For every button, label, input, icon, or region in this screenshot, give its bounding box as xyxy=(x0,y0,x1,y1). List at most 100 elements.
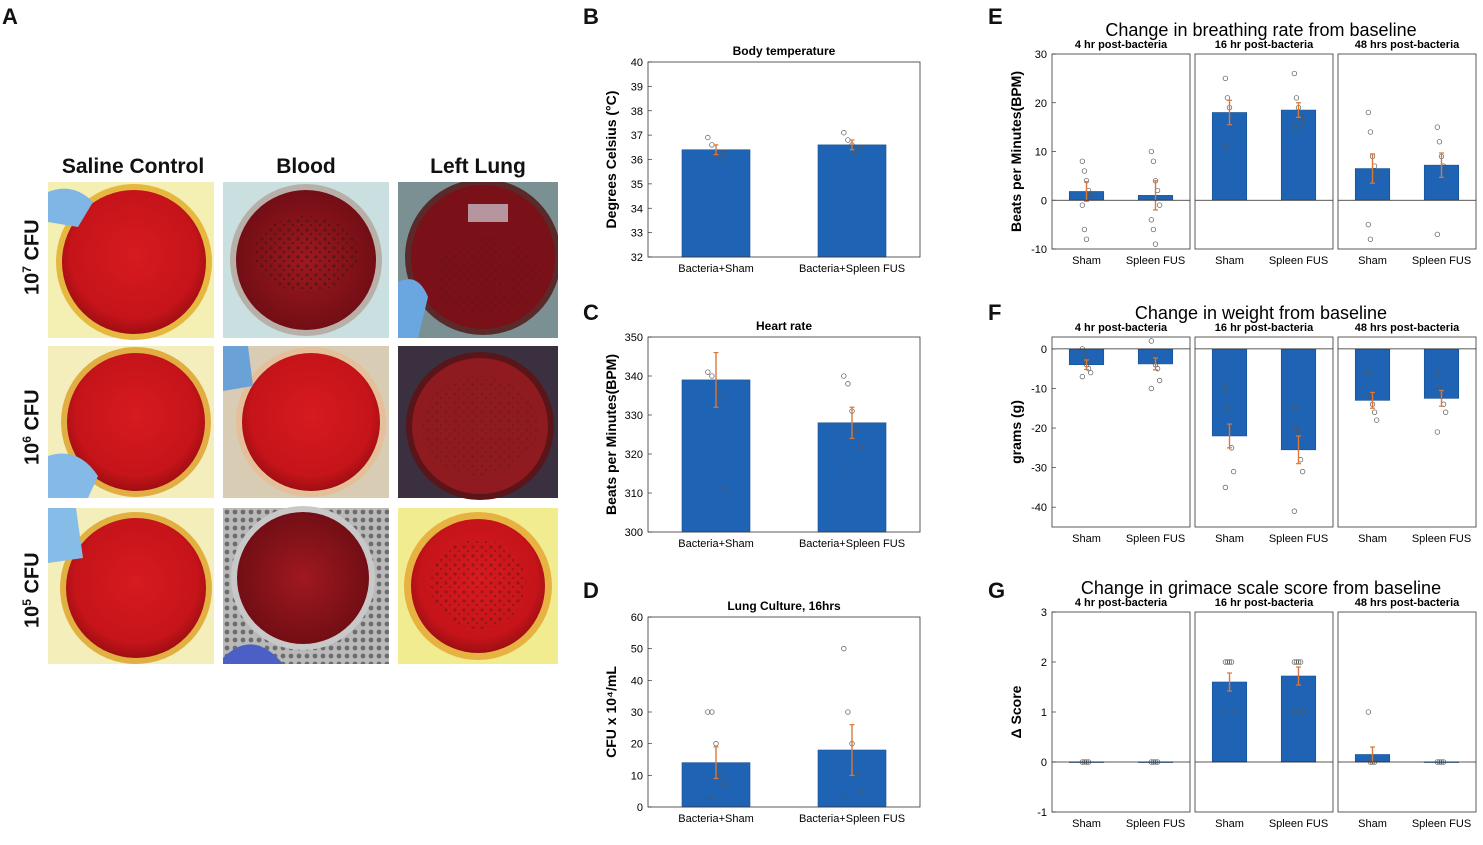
data-point xyxy=(1081,354,1088,360)
data-point xyxy=(841,373,847,379)
chart-grimace: Change in grimace scale score from basel… xyxy=(1008,578,1477,830)
y-tick-label: 50 xyxy=(631,644,643,656)
data-point xyxy=(721,782,727,788)
data-point xyxy=(1291,659,1298,665)
y-tick-label: 300 xyxy=(625,527,643,539)
data-point xyxy=(1230,124,1237,130)
data-point xyxy=(717,772,723,778)
x-tick-label: Sham xyxy=(1358,818,1387,830)
y-tick-label: -20 xyxy=(1031,423,1047,435)
data-point xyxy=(841,130,847,136)
data-point xyxy=(713,741,719,747)
data-point xyxy=(709,373,715,379)
y-tick-label: 34 xyxy=(631,203,643,215)
plate-grid xyxy=(48,182,558,664)
data-point xyxy=(1152,241,1159,247)
plate-blood-10-5 xyxy=(223,506,389,664)
x-tick-label: Sham xyxy=(1072,818,1101,830)
y-tick-label: 40 xyxy=(631,675,643,687)
chart-body-temperature: Body temperature Bacteria+Sham Bacteria+Sp… xyxy=(603,44,921,275)
y-tick-label: -1 xyxy=(1037,807,1047,819)
plate-lung-10-7 xyxy=(398,182,558,338)
panel-letter-g: G xyxy=(988,578,1006,603)
data-point xyxy=(1148,217,1155,223)
panel-letter-b: B xyxy=(583,4,599,29)
chart-heart-rate: Heart rate Bacteria+Sham Bacteria+Spleen F… xyxy=(603,319,921,550)
x-tick-label: Bacteria+Sham xyxy=(678,263,754,275)
data-point xyxy=(1295,429,1302,435)
data-point xyxy=(1230,709,1237,715)
chart-title: Change in weight from baseline xyxy=(1135,303,1387,323)
y-tick-label: -10 xyxy=(1031,244,1047,256)
y-tick-label: 38 xyxy=(631,106,643,118)
plate-blood-10-6 xyxy=(223,346,389,498)
y-tick-label: 10 xyxy=(631,770,643,782)
y-tick-label: 30 xyxy=(1035,49,1047,61)
data-point xyxy=(841,470,847,477)
axes-frame xyxy=(1194,53,1334,250)
column-title-blood: Blood xyxy=(276,155,336,178)
y-tick-label: 0 xyxy=(637,802,643,814)
x-tick-label: Spleen FUS xyxy=(1412,533,1471,545)
y-tick-label: -10 xyxy=(1031,383,1047,395)
data-point xyxy=(1434,124,1441,130)
data-point xyxy=(721,486,727,492)
bar-sham-facet-1 xyxy=(1211,112,1248,201)
row-label-10-5: 105 CFU xyxy=(20,552,44,628)
facet-title: 16 hr post-bacteria xyxy=(1215,597,1314,609)
data-point xyxy=(1291,124,1298,130)
facet-title: 4 hr post-bacteria xyxy=(1075,39,1168,51)
bar-sham-facet-1 xyxy=(1211,681,1248,763)
data-point xyxy=(857,443,863,449)
x-tick-label: Bacteria+Spleen FUS xyxy=(799,263,905,275)
axes-frame xyxy=(1051,53,1191,250)
data-point xyxy=(1291,405,1298,411)
y-tick-label: 2 xyxy=(1041,657,1047,669)
data-point xyxy=(1299,119,1306,125)
x-tick-label: Spleen FUS xyxy=(1269,533,1328,545)
x-tick-label: Spleen FUS xyxy=(1269,255,1328,267)
row-label-10-6: 106 CFU xyxy=(20,389,44,465)
data-point xyxy=(1156,202,1163,208)
data-point xyxy=(1373,417,1380,423)
data-point xyxy=(705,369,711,375)
y-tick-label: -40 xyxy=(1031,502,1047,514)
data-point xyxy=(841,646,847,652)
y-tick-label: 0 xyxy=(1041,344,1047,356)
x-tick-label: Spleen FUS xyxy=(1126,818,1185,830)
y-axis-label: Beats per Minutes(BPM) xyxy=(1008,71,1024,232)
data-point xyxy=(1365,221,1372,228)
y-axis-label: Beats per Minutes(BPM) xyxy=(603,354,619,515)
chart-title: Change in grimace scale score from basel… xyxy=(1081,578,1441,598)
y-tick-label: 60 xyxy=(631,612,643,624)
data-point xyxy=(1079,373,1086,380)
y-tick-label: 33 xyxy=(631,228,643,240)
data-point xyxy=(1081,226,1088,233)
x-tick-label: Sham xyxy=(1215,818,1244,830)
axes-frame xyxy=(1337,53,1477,250)
data-point xyxy=(717,396,723,403)
data-point xyxy=(1365,109,1372,116)
x-tick-label: Spleen FUS xyxy=(1412,818,1471,830)
x-tick-label: Spleen FUS xyxy=(1412,255,1471,267)
bar-spleen-fus-facet-1 xyxy=(1280,675,1317,763)
bar-bacteria-sham xyxy=(681,149,751,258)
data-point xyxy=(1373,173,1380,179)
bar-bacteria-spleen-fus xyxy=(817,144,887,258)
data-point xyxy=(1148,338,1155,344)
x-tick-label: Sham xyxy=(1072,255,1101,267)
y-tick-label: 320 xyxy=(625,449,643,461)
chart-title: Body temperature xyxy=(733,44,836,58)
data-point xyxy=(853,427,859,434)
data-point xyxy=(1291,709,1298,715)
data-point xyxy=(1297,659,1304,665)
data-point xyxy=(1148,148,1155,155)
y-tick-label: 20 xyxy=(1035,98,1047,110)
bar-sham-facet-1 xyxy=(1211,348,1248,437)
data-point xyxy=(1230,468,1237,475)
bar-spleen-fus-facet-1 xyxy=(1280,109,1317,201)
x-tick-label: Sham xyxy=(1215,255,1244,267)
data-point xyxy=(1434,369,1441,376)
y-tick-label: 32 xyxy=(631,252,643,264)
